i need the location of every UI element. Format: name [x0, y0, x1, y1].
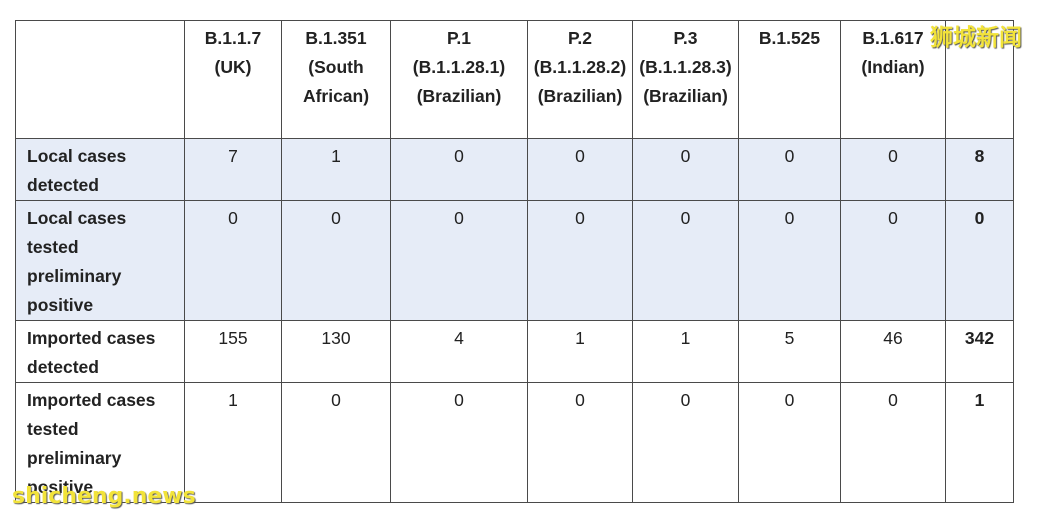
value-cell: 4	[390, 320, 528, 383]
value-cell: 0	[390, 382, 528, 503]
total-cell: 0	[945, 200, 1014, 321]
value-cell: 0	[184, 200, 282, 321]
header-text: B.1.525	[758, 28, 821, 48]
header-text: (B.1.1.28.2)	[533, 57, 627, 77]
value-cell: 0	[738, 138, 841, 201]
header-text: P.2	[567, 28, 592, 48]
header-text: B.1.1.7	[204, 28, 262, 48]
row-label-text: positive	[27, 295, 94, 315]
row-label: Local cases tested preliminary positive	[15, 200, 185, 321]
row-label-text: detected	[27, 175, 99, 195]
row-label-text: Local cases	[27, 208, 127, 228]
row-label: Imported cases detected	[15, 320, 185, 383]
value-cell: 0	[281, 382, 391, 503]
header-cell	[15, 20, 185, 139]
watermark: shicheng.news	[12, 484, 196, 509]
value-cell: 0	[390, 138, 528, 201]
row-label-text: Imported cases	[27, 328, 156, 348]
header-cell: B.1.1.7 (UK)	[184, 20, 282, 139]
row-label-text: tested	[27, 419, 79, 439]
value-cell: 0	[738, 200, 841, 321]
data-row: Imported cases tested preliminary positive 1…	[15, 382, 1014, 503]
watermark: 狮城新闻	[930, 25, 1022, 51]
value-cell: 130	[281, 320, 391, 383]
row-label-text: positive	[27, 477, 94, 497]
value-cell: 1	[281, 138, 391, 201]
value-cell: 5	[738, 320, 841, 383]
header-text: (Indian)	[861, 57, 925, 77]
header-text: (UK)	[214, 57, 252, 77]
value-cell: 1	[184, 382, 282, 503]
value-cell: 155	[184, 320, 282, 383]
data-row: Local cases detected 7 1 0 0 0 0 0 8	[15, 138, 1014, 201]
row-label-text: Local cases	[27, 146, 127, 166]
header-text: P.1	[446, 28, 471, 48]
header-text: African)	[302, 86, 370, 106]
header-text: (South	[308, 57, 364, 77]
value-cell: 46	[840, 320, 946, 383]
header-text: (Brazilian)	[416, 86, 502, 106]
value-cell: 0	[390, 200, 528, 321]
value-cell: 0	[840, 138, 946, 201]
value-cell: 0	[527, 200, 633, 321]
variant-table: B.1.1.7 (UK) B.1.351 (South African) P.1 (B.1.…	[15, 20, 1014, 503]
data-row: Local cases tested preliminary positive 0 0 0 0…	[15, 200, 1014, 321]
header-text: (Brazilian)	[537, 86, 623, 106]
data-row: Imported cases detected 155 130 4 1 1 5 46 342	[15, 320, 1014, 383]
row-label-text: preliminary	[27, 448, 122, 468]
header-cell: P.3 (B.1.1.28.3) (Brazilian)	[632, 20, 739, 139]
row-label-text: preliminary	[27, 266, 122, 286]
value-cell: 0	[281, 200, 391, 321]
header-cell: P.1 (B.1.1.28.1) (Brazilian)	[390, 20, 528, 139]
value-cell: 0	[840, 382, 946, 503]
value-cell: 0	[632, 200, 739, 321]
header-text: P.3	[673, 28, 698, 48]
value-cell: 0	[632, 382, 739, 503]
header-text: (B.1.1.28.1)	[412, 57, 506, 77]
header-text: (Brazilian)	[643, 86, 728, 106]
row-label-text: tested	[27, 237, 79, 257]
value-cell: 0	[632, 138, 739, 201]
header-cell: B.1.617 (Indian)	[840, 20, 946, 139]
header-cell: P.2 (B.1.1.28.2) (Brazilian)	[527, 20, 633, 139]
value-cell: 0	[527, 382, 633, 503]
total-cell: 342	[945, 320, 1014, 383]
header-cell	[945, 20, 1014, 139]
value-cell: 1	[632, 320, 739, 383]
header-cell: B.1.351 (South African)	[281, 20, 391, 139]
row-label: Local cases detected	[15, 138, 185, 201]
row-label-text: detected	[27, 357, 99, 377]
total-cell: 8	[945, 138, 1014, 201]
total-cell: 1	[945, 382, 1014, 503]
value-cell: 1	[527, 320, 633, 383]
header-row: B.1.1.7 (UK) B.1.351 (South African) P.1 (B.1.…	[15, 20, 1014, 139]
value-cell: 0	[527, 138, 633, 201]
header-text: (B.1.1.28.3)	[639, 57, 732, 77]
value-cell: 0	[738, 382, 841, 503]
value-cell: 0	[840, 200, 946, 321]
header-text: B.1.617	[862, 28, 924, 48]
header-cell: B.1.525	[738, 20, 841, 139]
value-cell: 7	[184, 138, 282, 201]
header-text: B.1.351	[305, 28, 367, 48]
row-label-text: Imported cases	[27, 390, 156, 410]
